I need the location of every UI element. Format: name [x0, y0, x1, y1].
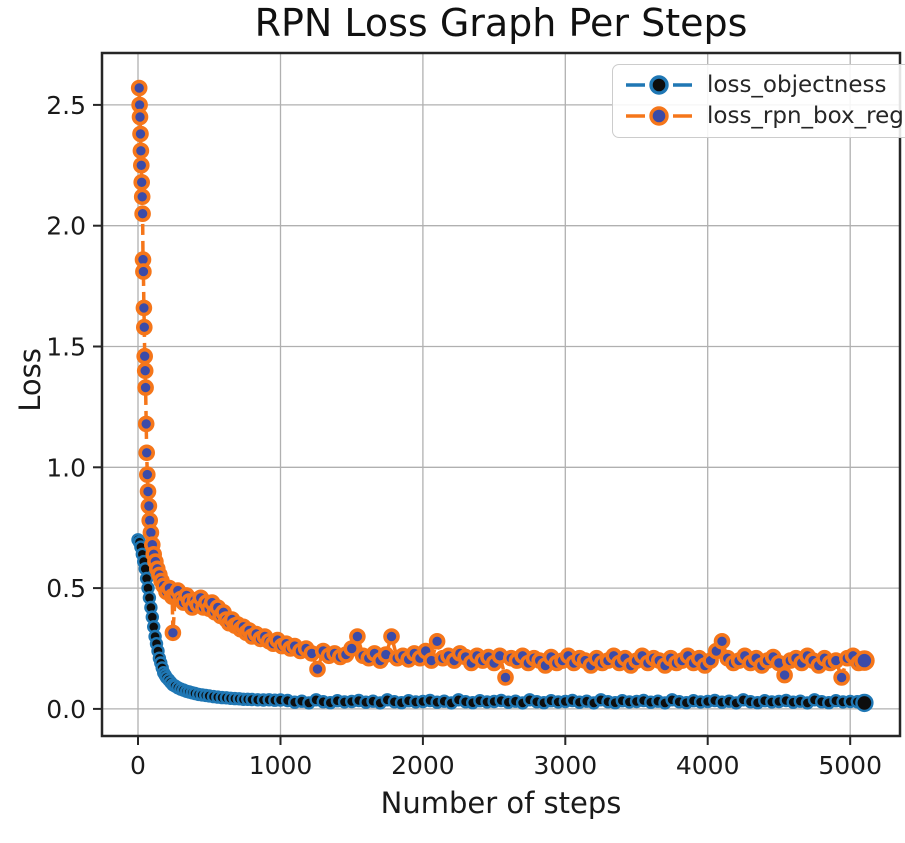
svg-text:1000: 1000	[249, 751, 313, 780]
loss_rpn_box_reg-line	[137, 87, 866, 685]
y-axis-label: Loss	[13, 348, 47, 412]
svg-text:0: 0	[130, 751, 146, 780]
tick-labels: 0 1000 2000 3000 4000 5000 0.0 0.5 1.0 1.5 2.0 2.5	[46, 91, 882, 780]
grid-lines	[102, 53, 900, 736]
loss_objectness-markers	[131, 533, 874, 713]
tick-marks	[93, 103, 852, 745]
legend-label-loss-objectness: loss_objectness	[707, 72, 887, 98]
svg-text:4000: 4000	[676, 751, 740, 780]
svg-text:1.5: 1.5	[46, 333, 86, 362]
x-axis-label: Number of steps	[380, 786, 622, 820]
legend-label-loss-rpn-box-reg: loss_rpn_box_reg	[707, 103, 904, 129]
svg-text:2.0: 2.0	[46, 212, 86, 241]
chart-title: RPN Loss Graph Per Steps	[254, 1, 748, 45]
svg-text:5000: 5000	[818, 751, 882, 780]
svg-text:2000: 2000	[391, 751, 455, 780]
legend-marker-loss-objectness-icon	[626, 75, 692, 95]
legend-entry-loss-objectness: loss_objectness	[623, 72, 904, 98]
svg-text:1.0: 1.0	[46, 453, 86, 482]
legend: loss_objectness loss_rpn_box_reg	[612, 64, 905, 138]
loss_rpn_box_reg-markers	[130, 79, 875, 686]
svg-text:0.5: 0.5	[46, 574, 86, 603]
legend-entry-loss-rpn-box-reg: loss_rpn_box_reg	[623, 103, 904, 129]
plot-spines	[100, 51, 902, 738]
svg-text:0.0: 0.0	[46, 695, 86, 724]
legend-marker-loss-rpn-box-reg-icon	[626, 106, 692, 126]
svg-text:2.5: 2.5	[46, 91, 86, 120]
svg-text:3000: 3000	[533, 751, 597, 780]
